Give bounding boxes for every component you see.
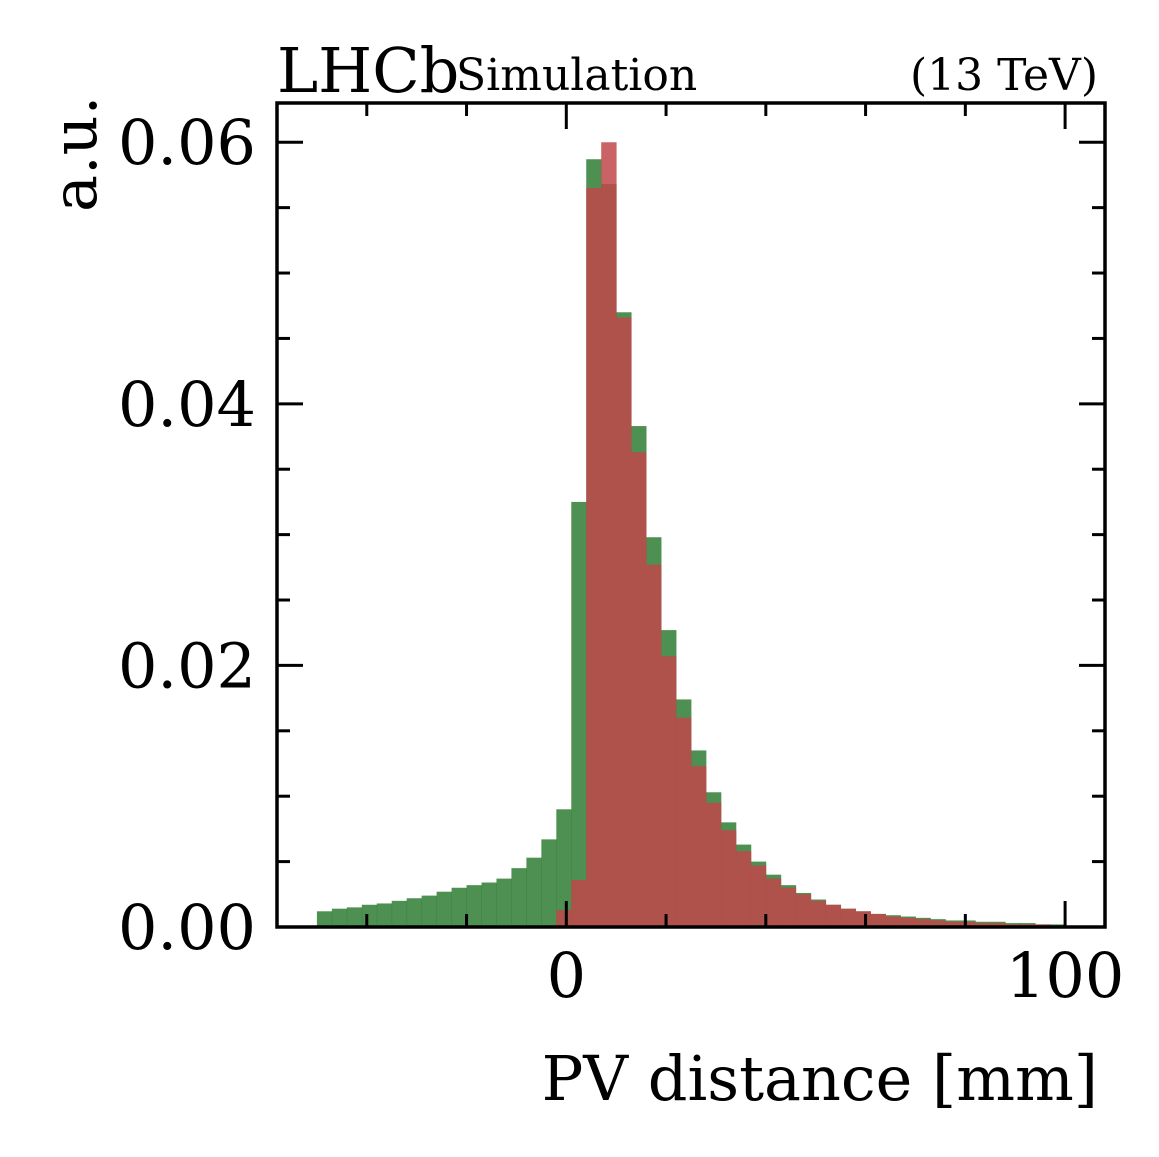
bar-series-2-bin-14 xyxy=(765,878,782,927)
bar-series-2-bin-2 xyxy=(586,188,602,927)
bar-series-2-bin-15 xyxy=(780,887,797,927)
bar-series-1-bin-4 xyxy=(376,903,393,927)
bars-layer xyxy=(316,142,1066,928)
bar-series-2-bin-27 xyxy=(960,921,976,927)
y-tick-label-3: 0.06 xyxy=(118,106,256,179)
ticks-layer xyxy=(277,103,1105,929)
bar-series-2-bin-21 xyxy=(870,913,886,927)
bar-series-1-bin-14 xyxy=(526,857,542,927)
bar-series-1-bin-13 xyxy=(511,868,527,927)
bar-series-2-bin-25 xyxy=(930,920,946,927)
bar-series-1-bin-16 xyxy=(556,809,572,927)
experiment-label: LHCb xyxy=(277,34,459,107)
plot-frame xyxy=(275,101,1107,929)
bar-series-1-bin-3 xyxy=(361,904,378,927)
y-tick-label-1: 0.02 xyxy=(118,629,256,702)
x-axis-title: PV distance [mm] xyxy=(542,1042,1098,1115)
bar-series-1-bin-11 xyxy=(481,882,497,927)
bar-series-2-bin-26 xyxy=(945,921,961,927)
bar-series-2-bin-18 xyxy=(825,904,842,927)
bar-series-2-bin-29 xyxy=(990,923,1006,927)
bar-series-2-bin-6 xyxy=(646,564,662,927)
bar-series-2-bin-8 xyxy=(676,717,692,927)
bar-series-1-bin-9 xyxy=(451,887,467,927)
bar-series-1-bin-2 xyxy=(346,907,363,927)
bar-series-2-bin-28 xyxy=(975,923,991,927)
bar-series-1-bin-10 xyxy=(466,885,482,927)
bar-series-1-bin-6 xyxy=(406,898,423,927)
bar-series-2-bin-5 xyxy=(631,452,647,927)
bar-series-1-bin-17 xyxy=(571,501,587,927)
tick-labels-layer: 0 100 0.00 0.02 0.04 0.06 xyxy=(118,106,1124,1012)
bar-series-2-bin-7 xyxy=(661,656,677,927)
bar-series-1-bin-1 xyxy=(331,908,348,927)
bar-series-2-bin-23 xyxy=(900,917,916,927)
bar-series-2-bin-17 xyxy=(810,900,827,927)
bar-series-2-bin-16 xyxy=(795,894,812,927)
bar-series-1-bin-12 xyxy=(496,878,512,927)
bar-series-2-bin-10 xyxy=(705,802,722,927)
bar-series-2-bin-3 xyxy=(601,142,617,928)
bar-series-1-bin-8 xyxy=(436,891,452,927)
energy-label: (13 TeV) xyxy=(910,50,1098,101)
bar-series-2-bin-1 xyxy=(571,879,587,927)
bar-series-2-bin-12 xyxy=(735,851,752,927)
bar-series-2-bin-0 xyxy=(556,910,572,927)
y-tick-label-2: 0.04 xyxy=(118,368,256,441)
bar-series-1-bin-5 xyxy=(391,900,408,927)
bar-series-2-bin-20 xyxy=(855,911,871,927)
bar-series-2-bin-4 xyxy=(616,317,632,927)
x-tick-label-100: 100 xyxy=(1006,939,1124,1012)
bar-series-2-bin-13 xyxy=(750,865,767,927)
bar-series-1-bin-7 xyxy=(421,895,438,927)
bar-series-2-bin-24 xyxy=(915,919,931,927)
bar-series-2-bin-11 xyxy=(720,830,737,927)
bar-series-2-bin-22 xyxy=(885,916,901,927)
x-tick-label-0: 0 xyxy=(547,939,586,1012)
bar-series-1-bin-0 xyxy=(316,911,333,927)
bar-series-2-bin-19 xyxy=(840,908,856,927)
bar-series-2-bin-9 xyxy=(691,766,707,927)
y-tick-label-0: 0.00 xyxy=(118,891,256,964)
simulation-label: Simulation xyxy=(456,50,697,101)
y-axis-title: a.u. xyxy=(38,96,111,212)
bar-series-1-bin-15 xyxy=(541,839,557,927)
